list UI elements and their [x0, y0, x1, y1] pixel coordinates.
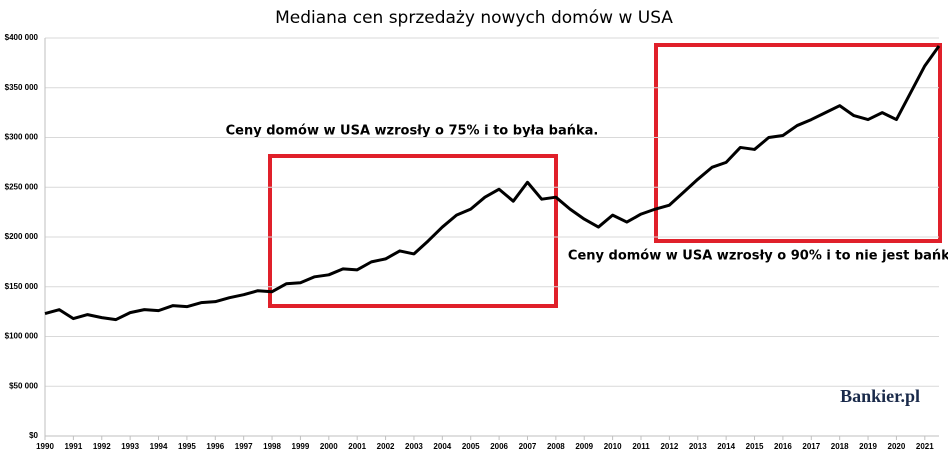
data-line: [44, 45, 941, 322]
x-tick-label: 2004: [433, 442, 451, 451]
x-tick-label: 2017: [802, 442, 820, 451]
x-tick-label: 1994: [150, 442, 168, 451]
chart-title: Mediana cen sprzedaży nowych domów w USA: [275, 8, 673, 28]
annotation: Ceny domów w USA wzrosły o 75% i to była…: [226, 124, 599, 139]
y-tick-label: $100 000: [5, 332, 39, 341]
x-tick-label: 2001: [348, 442, 366, 451]
x-tick-label: 1991: [64, 442, 82, 451]
x-tick-label: 2013: [689, 442, 707, 451]
x-tick-label: 2007: [519, 442, 537, 451]
x-tick-label: 1999: [292, 442, 310, 451]
x-tick-label: 2005: [462, 442, 480, 451]
x-tick-label: 2018: [831, 442, 849, 451]
x-tick-label: 1996: [206, 442, 224, 451]
x-tick-label: 1990: [36, 442, 54, 451]
y-tick-label: $400 000: [5, 33, 39, 42]
highlight-box: [654, 43, 942, 243]
y-tick-label: $200 000: [5, 232, 39, 241]
x-tick-label: 1998: [263, 442, 281, 451]
x-tick-label: 2015: [746, 442, 764, 451]
x-tick-label: 2000: [320, 442, 338, 451]
y-tick-label: $150 000: [5, 282, 39, 291]
source-logo: Bankier.pl: [840, 386, 920, 406]
x-tick-label: 1997: [235, 442, 253, 451]
y-tick-label: $250 000: [5, 182, 39, 191]
x-tick-label: 2003: [405, 442, 423, 451]
x-tick-label: 2006: [490, 442, 508, 451]
x-tick-label: 2008: [547, 442, 565, 451]
y-tick-label: $300 000: [5, 133, 39, 142]
annotation: Ceny domów w USA wzrosły o 90% i to nie …: [568, 249, 948, 264]
y-tick-label: $350 000: [5, 83, 39, 92]
x-tick-label: 2016: [774, 442, 792, 451]
x-tick-label: 2002: [377, 442, 395, 451]
x-tick-label: 2011: [632, 442, 650, 451]
x-tick-label: 2019: [859, 442, 877, 451]
x-tick-label: 1992: [93, 442, 111, 451]
y-tick-label: $0: [29, 431, 38, 440]
x-tick-label: 2012: [660, 442, 678, 451]
x-tick-label: 2009: [575, 442, 593, 451]
x-tick-label: 2010: [604, 442, 622, 451]
x-tick-label: 2021: [916, 442, 934, 451]
x-tick-label: 2020: [888, 442, 906, 451]
x-tick-label: 1993: [121, 442, 139, 451]
x-tick-label: 1995: [178, 442, 196, 451]
y-tick-label: $50 000: [9, 381, 38, 390]
highlight-box: [268, 154, 558, 308]
x-tick-label: 2014: [717, 442, 735, 451]
